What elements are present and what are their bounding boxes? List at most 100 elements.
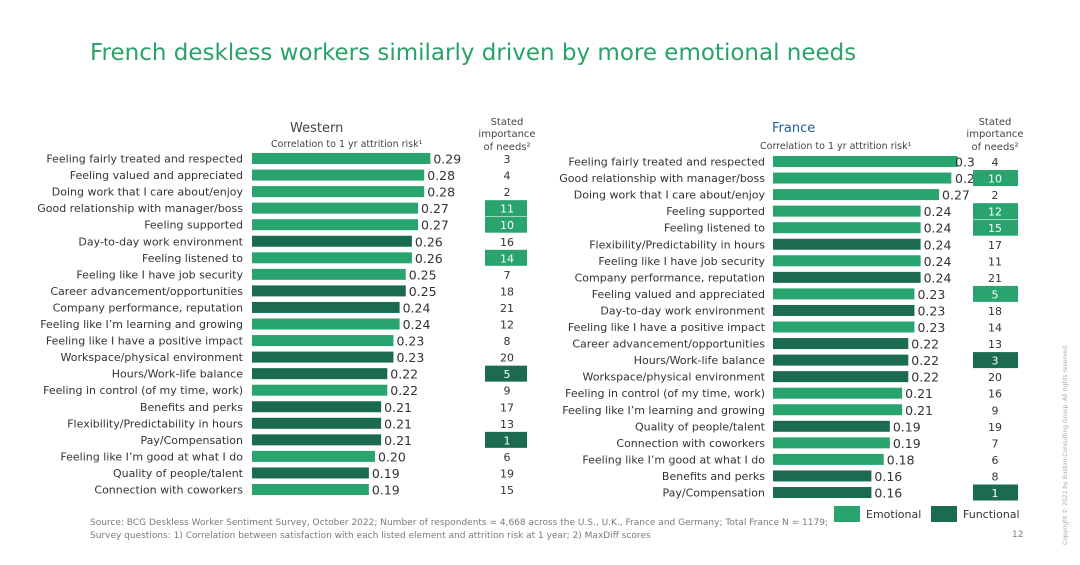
france-bar [773,470,872,482]
western-importance-header-line: of needs² [483,142,530,153]
france-value-label: 0.22 [911,337,939,352]
western-value-label: 0.21 [384,433,412,448]
france-row-label: Benefits and perks [662,470,765,483]
western-value-label: 0.26 [415,251,443,266]
western-bar [252,384,388,396]
western-importance-rank: 5 [504,368,511,381]
western-value-label: 0.21 [384,400,412,415]
page-title: French deskless workers similarly driven… [90,40,857,66]
western-importance-highlight [485,249,527,266]
france-value-label: 0.27 [942,188,970,203]
france-value-label: 0.22 [911,370,939,385]
western-value-label: 0.28 [427,185,455,200]
france-bar [773,453,884,465]
western-value-label: 0.24 [403,300,431,315]
western-value-label: 0.22 [390,383,418,398]
france-importance-rank: 8 [992,470,999,483]
western-row-label: Feeling like I’m good at what I do [60,450,243,463]
western-importance-highlight [485,365,527,382]
france-row-label: Quality of people/talent [635,420,766,433]
france-importance-header-line: Stated [979,117,1012,128]
france-value-label: 0.24 [924,254,952,269]
france-value-label: 0.23 [917,287,945,302]
france-row-label: Day-to-day work environment [600,304,765,317]
france-bar [773,255,921,267]
western-row-label: Feeling like I’m learning and growing [40,318,243,331]
western-value-label: 0.20 [378,449,406,464]
western-row-label: Feeling like I have a positive impact [46,335,244,348]
western-row-label: Feeling supported [144,219,243,232]
france-value-label: 0.19 [893,419,921,434]
western-bar [252,153,431,164]
france-row-label: Career advancement/opportunities [572,338,765,351]
western-bar [252,335,394,347]
france-importance-rank: 7 [992,437,999,450]
western-row-label: Hours/Work-life balance [112,368,244,381]
france-bar [773,189,940,201]
western-importance-rank: 2 [504,186,511,199]
western-bar [252,219,419,231]
western-bar [252,252,412,264]
france-row-label: Pay/Compensation [663,487,766,500]
france-value-label: 0.22 [911,353,939,368]
france-axis-subtitle: Correlation to 1 yr attrition risk¹ [760,141,912,152]
western-importance-rank: 7 [504,269,511,282]
france-value-label: 0.19 [893,436,921,451]
france-bar [773,271,921,283]
france-importance-rank: 20 [988,371,1002,384]
france-row-label: Feeling valued and appreciated [592,288,765,301]
western-row-label: Career advancement/opportunities [50,285,243,298]
western-importance-header-line: Stated [491,117,524,128]
france-value-label: 0.21 [905,403,933,418]
france-importance-rank: 2 [992,189,999,202]
france-value-label: 0.16 [874,486,902,501]
western-value-label: 0.27 [421,218,449,233]
france-bar [773,387,903,399]
france-importance-highlight [973,170,1018,187]
france-row-label: Feeling like I have a positive impact [568,321,766,334]
france-importance-highlight [973,203,1018,220]
legend-label-functional: Functional [963,508,1020,521]
france-bar [773,304,915,316]
western-importance-rank: 10 [500,219,514,232]
western-importance-rank: 18 [500,285,514,298]
western-axis-subtitle: Correlation to 1 yr attrition risk¹ [271,139,423,150]
western-importance-highlight [485,431,527,448]
france-bar [773,238,921,250]
western-bar [252,368,388,380]
western-importance-rank: 3 [504,153,511,166]
western-bar [252,484,369,495]
western-importance-rank: 1 [504,434,511,447]
western-importance-rank: 15 [500,484,514,497]
western-row-label: Good relationship with manager/boss [37,202,243,215]
western-bar [252,467,369,479]
france-panel-header: France [772,121,815,136]
france-importance-rank: 15 [988,222,1002,235]
western-bar [252,285,406,297]
western-importance-rank: 14 [500,252,514,265]
france-bar [773,437,890,449]
france-row-label: Feeling in control (of my time, work) [565,387,765,400]
western-row-label: Connection with coworkers [94,484,243,497]
western-row-label: Feeling fairly treated and respected [46,153,243,166]
france-importance-highlight [973,285,1018,302]
france-value-label: 0.23 [917,320,945,335]
france-row-label: Feeling listened to [664,222,765,235]
western-bar [252,268,406,280]
western-bar [252,186,425,198]
western-row-label: Feeling listened to [142,252,243,265]
france-row-label: Flexibility/Predictability in hours [589,238,765,251]
western-bar [252,235,412,247]
legend-label-emotional: Emotional [866,508,921,521]
france-row-label: Feeling fairly treated and respected [568,156,765,169]
france-importance-highlight [973,219,1018,236]
western-importance-rank: 9 [504,385,511,398]
western-importance-highlight [485,200,527,217]
france-importance-highlight [973,352,1018,369]
western-row-label: Workspace/physical environment [61,351,244,364]
france-importance-rank: 19 [988,421,1002,434]
france-importance-rank: 18 [988,305,1002,318]
western-value-label: 0.28 [427,168,455,183]
france-importance-rank: 6 [992,454,999,467]
